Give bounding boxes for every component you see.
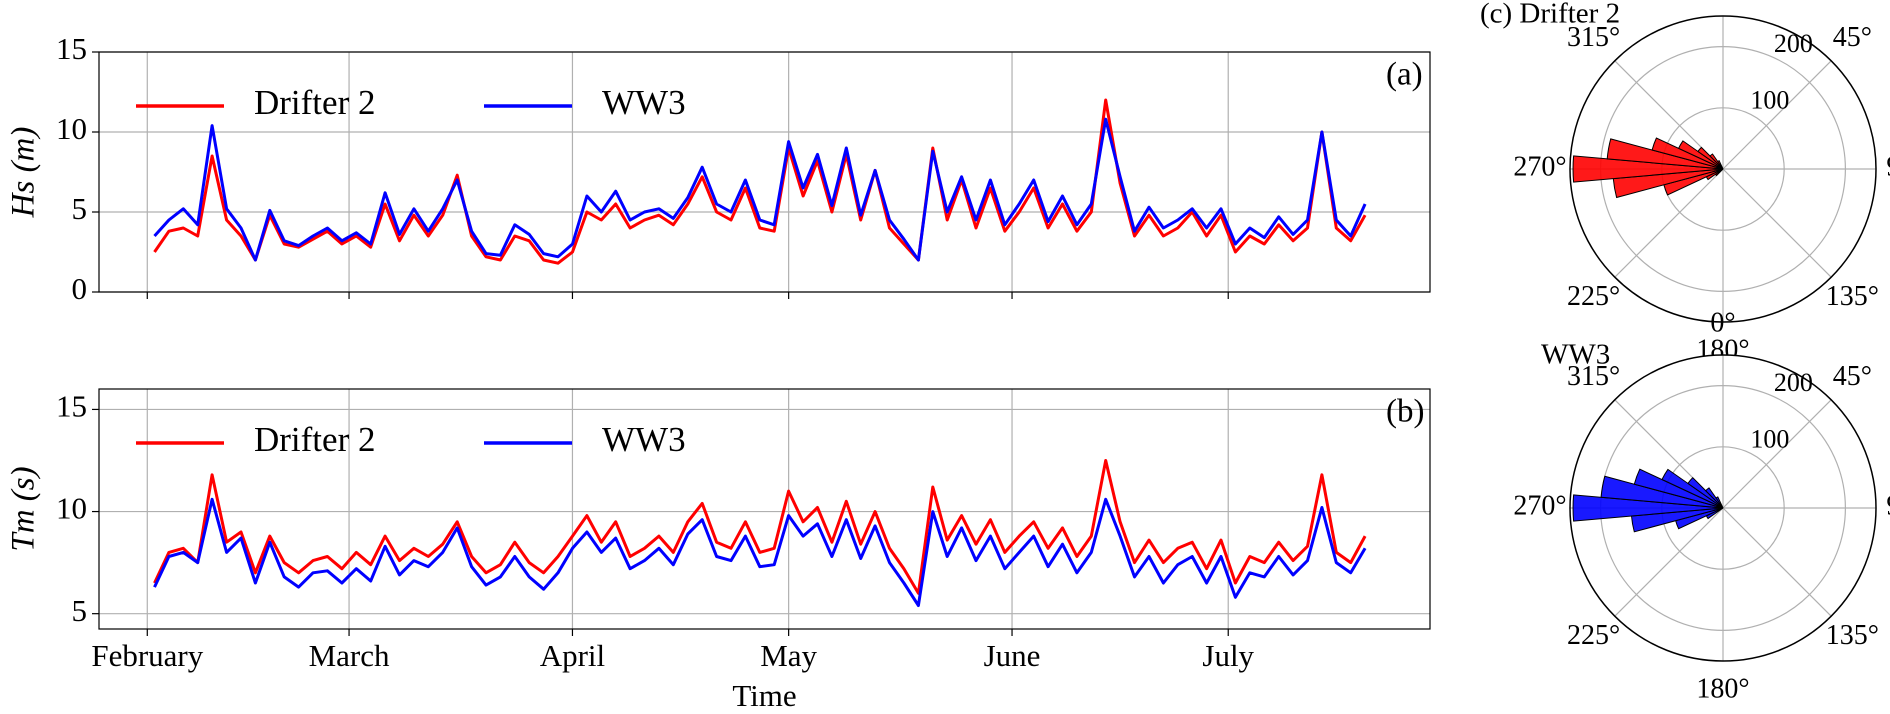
polar-title: (c) Drifter 2 [1480,0,1620,30]
y-axis-label: Tm (s) [6,466,42,551]
legend-label: Drifter 2 [254,420,375,459]
grid-spoke [1614,168,1724,278]
theta-tick-label: 45° [1833,361,1872,392]
series-line [153,497,1367,607]
theta-tick-label: 315° [1567,361,1620,392]
series-line [153,459,1367,595]
plot-frame [98,51,1431,293]
grid-spoke [1722,399,1832,509]
grid-spoke [1722,507,1832,617]
rose-bar [1715,496,1724,509]
theta-tick-label: 270° [1513,490,1566,521]
plot-frame [98,388,1431,630]
y-tick-label: 5 [72,191,88,226]
y-tick-label: 15 [56,389,87,424]
theta-tick-label: 225° [1567,281,1620,312]
series-line [153,117,1367,262]
rose-bar [1633,468,1724,509]
x-tick-label: July [1202,638,1254,673]
x-axis-label: Time [732,678,796,713]
theta-tick-label: 135° [1826,620,1879,651]
theta-tick-label: 90° [1886,151,1890,182]
y-tick-label: 15 [56,31,87,66]
grid-spoke [1722,168,1832,278]
theta-tick-label: 45° [1833,22,1872,53]
grid-spoke [1722,60,1832,170]
legend-label: WW3 [602,83,686,122]
theta-tick-label: 90° [1886,490,1890,521]
rose-bar [1704,487,1724,509]
rose-bar [1677,140,1724,170]
rose-bar [1572,155,1724,183]
r-tick-label: 100 [1750,424,1789,453]
theta-tick-label: 135° [1826,281,1879,312]
theta-tick-label: 315° [1567,22,1620,53]
rose-bar [1661,468,1724,509]
theta-tick-label: 270° [1513,151,1566,182]
rose-bar [1687,476,1724,509]
rose-bar [1572,494,1724,522]
polar-frame [1569,15,1877,323]
y-axis-label: Hs (m) [6,127,42,219]
x-tick-label: March [309,638,390,673]
x-tick-label: June [984,638,1041,673]
panel-label: (b) [1386,394,1424,430]
y-tick-label: 10 [56,491,87,526]
x-tick-label: April [540,638,605,673]
r-tick-label: 100 [1750,85,1789,114]
legend-label: Drifter 2 [254,83,375,122]
grid-spoke [1614,507,1724,617]
polar-title: WW3 [1541,339,1610,371]
rose-bar [1717,160,1724,170]
panel-label: (a) [1386,57,1423,93]
x-tick-label: February [91,638,203,673]
theta-tick-label: 180° [1696,673,1749,704]
legend-label: WW3 [602,420,686,459]
rose-bar [1697,146,1724,170]
series-line [153,98,1367,265]
theta-tick-label: 225° [1567,620,1620,651]
x-tick-label: May [760,638,817,673]
polar-frame [1569,354,1877,662]
y-tick-label: 5 [72,593,88,628]
theta-tick-label: 0° [1710,307,1735,338]
y-tick-label: 0 [72,271,88,306]
y-tick-label: 10 [56,111,87,146]
